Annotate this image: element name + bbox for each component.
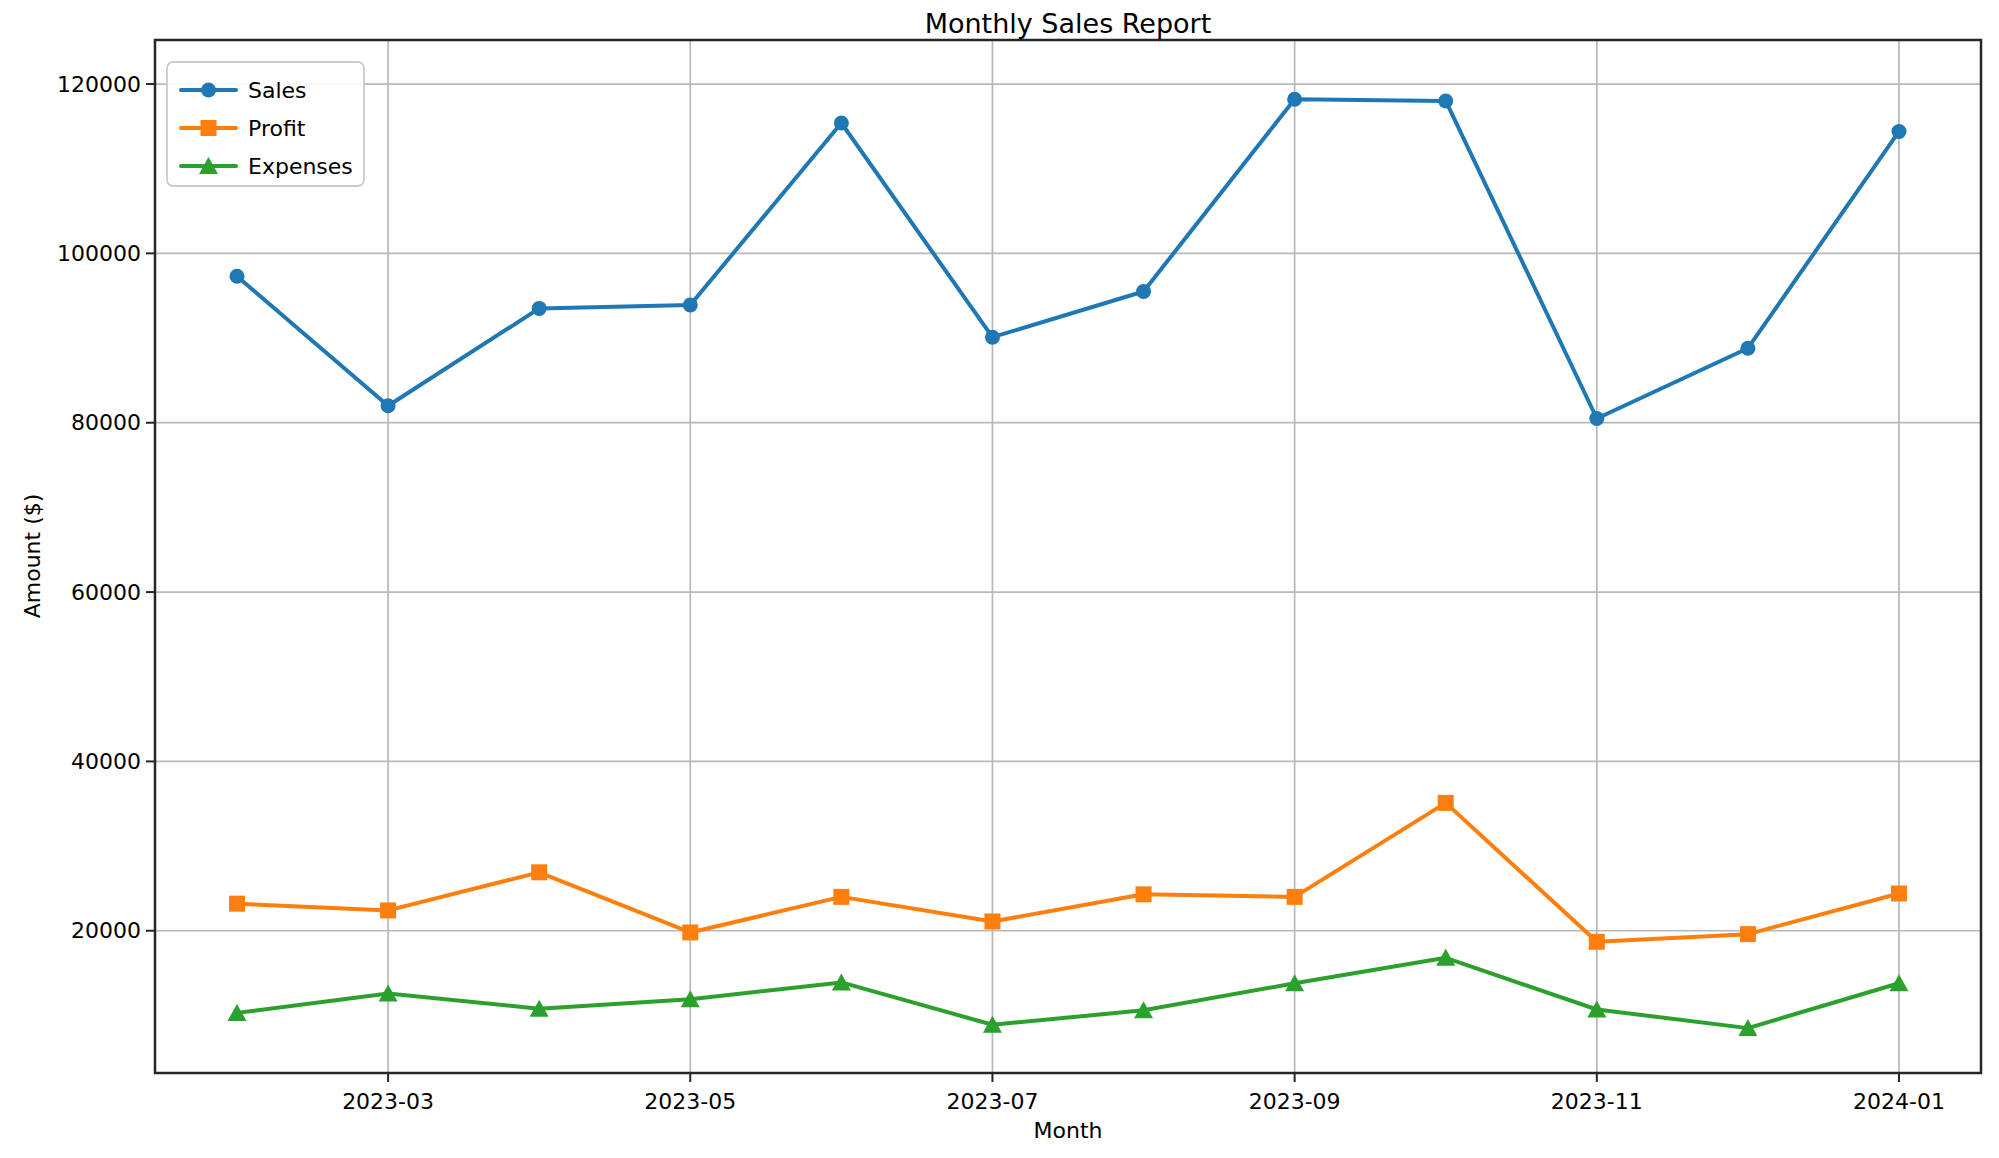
- series-line: [237, 958, 1899, 1028]
- x-axis: 2023-03 2023-05 2023-07 2023-09 2023-11 2024-…: [342, 1073, 1945, 1114]
- x-tick-label: 2023-07: [946, 1089, 1038, 1114]
- circle-marker: [201, 83, 216, 98]
- x-tick-label: 2024-01: [1853, 1089, 1945, 1114]
- square-marker: [1136, 886, 1152, 902]
- series-sales: [230, 92, 1907, 426]
- series-expenses: [228, 949, 1909, 1036]
- series-line: [237, 99, 1899, 418]
- y-tick-label: 120000: [57, 72, 141, 97]
- circle-marker: [1892, 124, 1907, 139]
- circle-marker: [1438, 93, 1453, 108]
- square-marker: [1891, 885, 1907, 901]
- triangle-marker: [1890, 974, 1909, 991]
- x-tick-label: 2023-09: [1249, 1089, 1341, 1114]
- circle-marker: [1287, 92, 1302, 107]
- chart-title: Monthly Sales Report: [155, 8, 1981, 39]
- series-profit: [229, 795, 1907, 950]
- circle-marker: [985, 330, 1000, 345]
- legend-label: Profit: [248, 116, 306, 141]
- y-tick-label: 20000: [71, 918, 141, 943]
- square-marker: [229, 896, 245, 912]
- y-tick-label: 60000: [71, 580, 141, 605]
- circle-marker: [834, 115, 849, 130]
- circle-marker: [1136, 284, 1151, 299]
- series-line: [237, 803, 1899, 942]
- x-tick-label: 2023-05: [644, 1089, 736, 1114]
- square-marker: [1287, 889, 1303, 905]
- square-marker: [1740, 926, 1756, 942]
- square-marker: [682, 924, 698, 940]
- grid: [155, 40, 1981, 1073]
- square-marker: [380, 902, 396, 918]
- plot-area: 200004000060000800001000001200002023-032…: [0, 0, 1999, 1158]
- circle-marker: [230, 269, 245, 284]
- square-marker: [833, 889, 849, 905]
- circle-marker: [381, 398, 396, 413]
- y-tick-label: 80000: [71, 410, 141, 435]
- square-marker: [201, 120, 217, 136]
- x-axis-label: Month: [155, 1118, 1981, 1143]
- circle-marker: [1589, 411, 1604, 426]
- legend: Sales Profit Expenses: [167, 62, 364, 186]
- circle-marker: [683, 298, 698, 313]
- legend-label: Sales: [248, 78, 307, 103]
- chart-figure: Monthly Sales Report Amount ($) Month 20…: [0, 0, 1999, 1158]
- y-tick-label: 40000: [71, 749, 141, 774]
- x-tick-label: 2023-11: [1551, 1089, 1643, 1114]
- legend-label: Expenses: [248, 154, 353, 179]
- square-marker: [531, 864, 547, 880]
- x-tick-label: 2023-03: [342, 1089, 434, 1114]
- square-marker: [1438, 795, 1454, 811]
- y-axis-label: Amount ($): [20, 494, 45, 619]
- circle-marker: [1740, 341, 1755, 356]
- plot-border: [155, 40, 1981, 1073]
- y-tick-label: 100000: [57, 241, 141, 266]
- circle-marker: [532, 301, 547, 316]
- y-axis: 20000 40000 60000 80000 100000 120000: [57, 72, 155, 944]
- square-marker: [1589, 934, 1605, 950]
- square-marker: [984, 913, 1000, 929]
